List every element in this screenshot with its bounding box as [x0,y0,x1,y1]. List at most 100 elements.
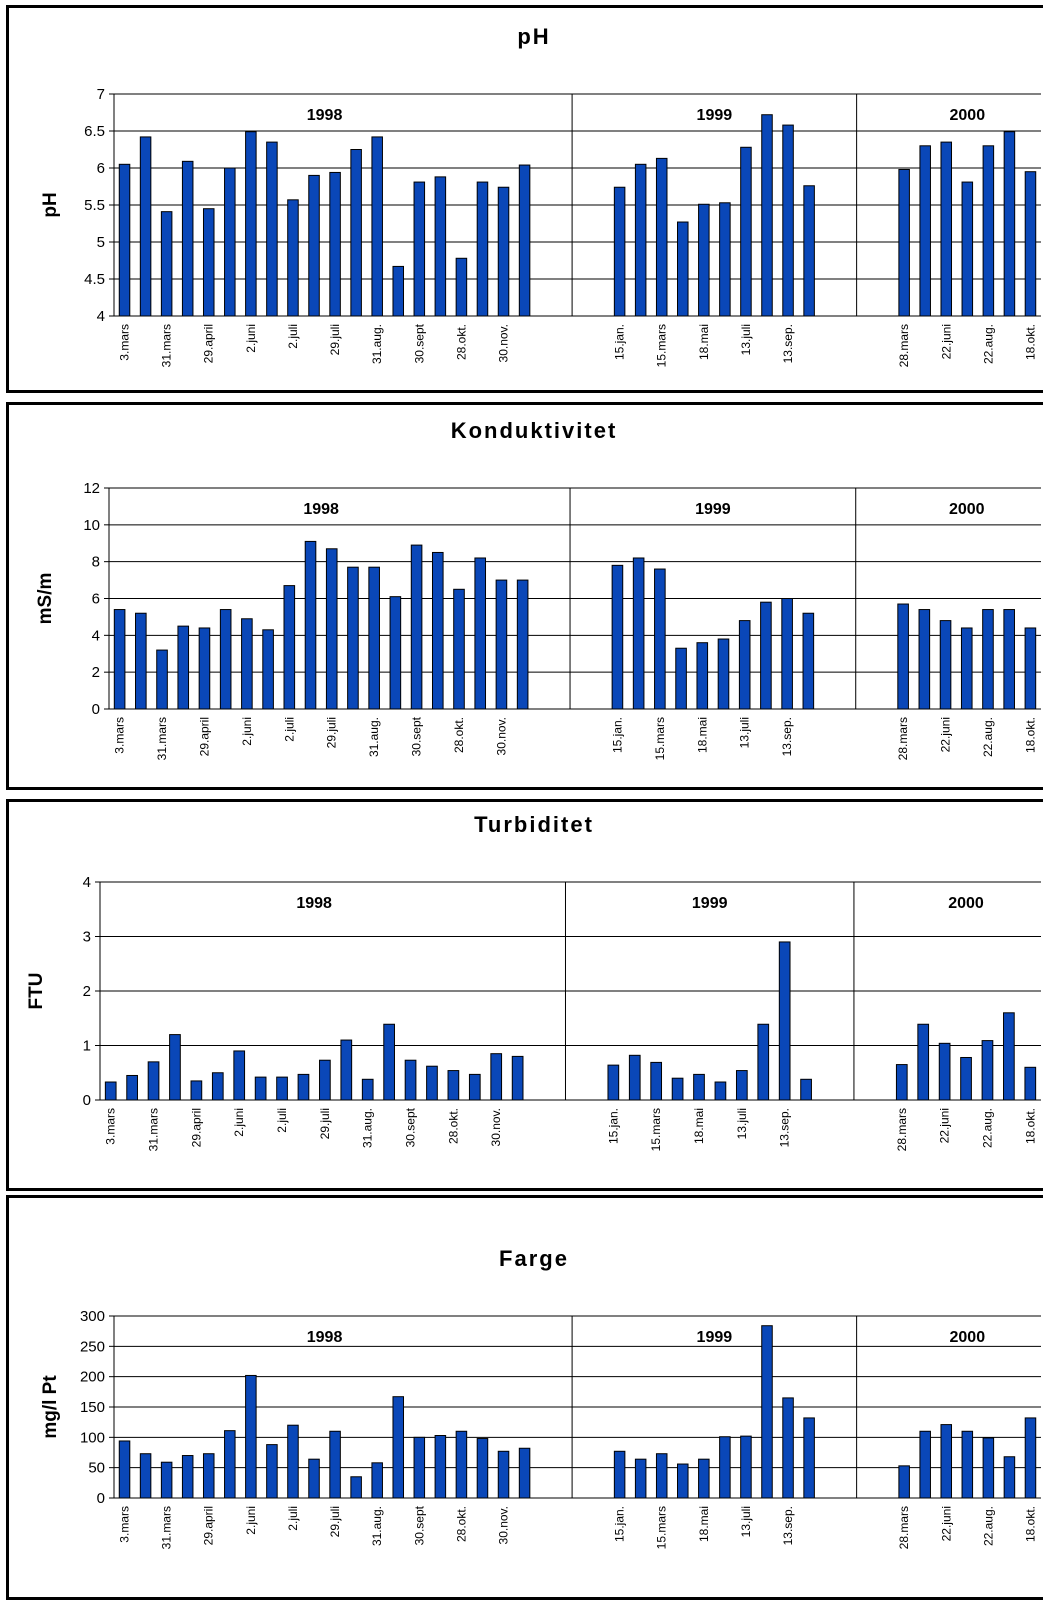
bar [675,647,687,710]
bar [782,124,794,317]
year-label: 1998 [303,501,339,518]
x-tick-label: 31.mars [147,1108,161,1151]
x-tick-label: 2.juli [275,1108,289,1133]
bar [453,588,465,710]
y-tick-label: 0 [97,1490,105,1507]
bar [919,145,931,317]
y-tick-label: 250 [80,1338,105,1355]
bar [224,167,236,317]
chart-konduktivitet: Konduktivitet mS/m 0 2 4 6 8 10 12 3.mars 31.mars 2… [35,418,1041,760]
x-tick-label: 3.mars [118,1506,132,1543]
bar [497,186,510,317]
bar [511,1055,524,1101]
chart-title: pH [517,24,550,49]
year-label: 1999 [697,1329,733,1346]
bar [693,1073,705,1101]
x-tick-label: 22.juni [939,717,953,752]
bar [413,181,426,317]
bar [135,612,147,710]
x-tick-label: 18.okt. [1023,324,1037,360]
bar [156,649,168,710]
bar [1003,1012,1015,1101]
x-tick-label: 30.sept [412,1505,426,1545]
bar [361,1078,374,1101]
bar [960,1056,972,1101]
x-tick-label: 22.juni [939,1506,953,1541]
bar [918,609,931,710]
y-axis-label: pH [40,192,61,217]
y-tick-label: 2 [83,983,91,1000]
x-tick-label: 15.jan. [610,717,624,753]
x-tick-label: 3.mars [113,717,127,754]
x-tick-label: 29.april [189,1108,203,1147]
bar [497,1450,510,1499]
x-tick-label: 31.mars [160,1506,174,1549]
x-tick-label: 15.mars [653,717,667,760]
y-tick-label: 150 [80,1399,105,1416]
bar [677,1463,689,1499]
x-tick-label: 13.juli [739,1506,753,1537]
x-tick-label: 15.mars [655,1506,669,1549]
x-tick-label: 28.mars [897,1506,911,1549]
bar [613,186,626,317]
bar [383,1023,395,1101]
y-tick-label: 5 [97,234,105,251]
bar [740,146,752,317]
x-tick-label: 2.juli [286,324,300,349]
chart-title: Turbiditet [474,812,594,837]
bar [895,1064,908,1101]
bar [917,1023,930,1101]
bar [434,176,447,317]
bar [634,163,647,317]
bar [961,181,974,317]
bar [245,131,257,317]
bar [803,1417,815,1499]
bar [160,1461,173,1499]
bar [308,1458,320,1499]
x-tick-label: 2.juni [244,1506,258,1535]
bar [1024,1417,1037,1499]
x-tick-label: 18.okt. [1023,1506,1037,1542]
bar [389,596,402,710]
chart-turbiditet: Turbiditet FTU 0 1 2 3 4 3.mars 31.mars 29.april 2… [26,812,1041,1151]
bar [434,1435,447,1499]
bar [611,564,624,710]
x-tick-label: 2.juni [240,717,254,746]
bar [340,1039,353,1101]
x-tick-label: 22.juni [938,1108,952,1143]
y-tick-label: 1 [83,1038,91,1055]
bar [803,185,815,317]
bar [613,1450,626,1499]
bar [1024,1066,1037,1101]
year-label: 1999 [692,895,728,912]
year-label: 1999 [695,501,731,518]
bar [677,221,689,317]
x-tick-label: 2.juni [232,1108,246,1137]
bar [371,136,383,317]
x-tick-label: 22.aug. [981,1506,995,1546]
x-tick-label: 31.mars [155,717,169,760]
x-tick-label: 15.mars [655,324,669,367]
x-tick-label: 29.juli [328,324,342,355]
bar [371,1462,383,1499]
x-tick-label: 15.jan. [606,1108,620,1144]
x-tick-label: 13.sep. [778,1108,792,1147]
x-tick-label: 2.juli [282,717,296,742]
x-tick-label: 29.april [202,1506,216,1545]
bar [719,202,731,317]
bar [181,1455,194,1499]
bar [476,1438,489,1499]
bar [329,171,341,317]
bar [802,612,815,710]
bar [717,638,730,710]
bar [898,1465,910,1499]
bar [761,1325,773,1499]
bar [160,211,173,317]
bar [940,1424,953,1499]
bar [1024,627,1037,710]
year-label: 1998 [307,107,343,124]
bar [350,149,362,317]
x-tick-label: 30.nov. [489,1108,503,1146]
x-tick-label: 30.sept [410,716,424,756]
bar [266,1444,278,1499]
